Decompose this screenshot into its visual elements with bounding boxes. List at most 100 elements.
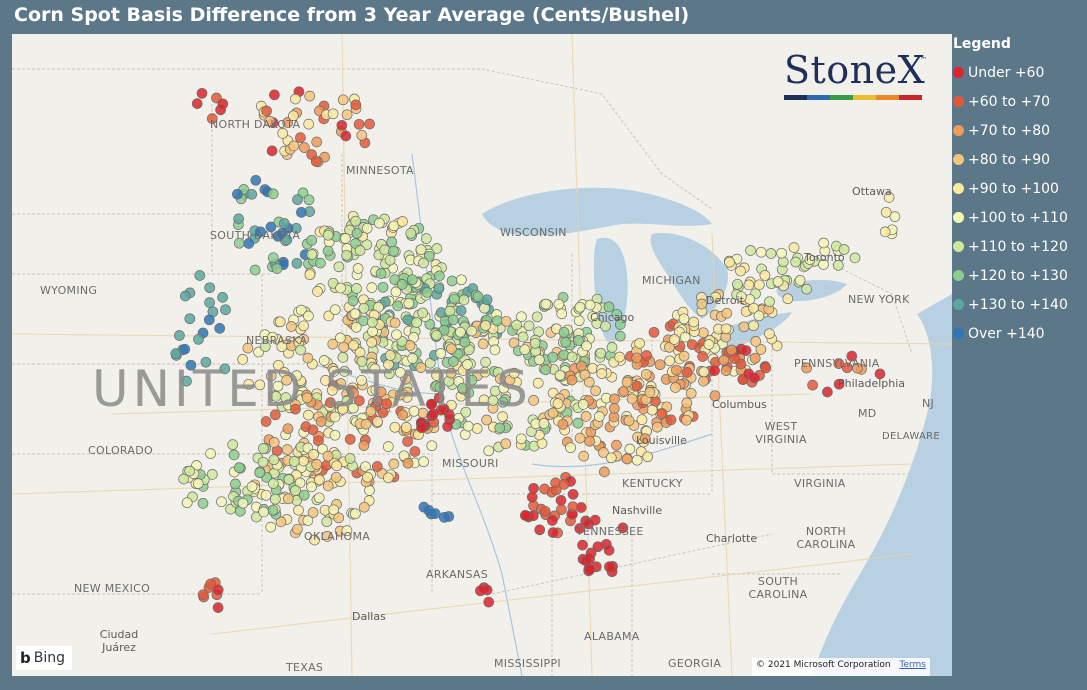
basis-point-marker[interactable] [204, 297, 215, 308]
basis-point-marker[interactable] [353, 395, 365, 407]
basis-point-marker[interactable] [288, 110, 299, 122]
basis-point-marker[interactable] [400, 422, 412, 433]
basis-point-marker[interactable] [709, 390, 721, 402]
basis-point-marker[interactable] [303, 194, 315, 206]
basis-point-marker[interactable] [381, 398, 392, 410]
basis-point-marker[interactable] [641, 350, 652, 361]
basis-point-marker[interactable] [258, 506, 269, 518]
basis-point-marker[interactable] [275, 516, 287, 528]
basis-point-marker[interactable] [282, 423, 294, 435]
basis-point-marker[interactable] [614, 330, 626, 342]
basis-point-marker[interactable] [349, 308, 361, 320]
basis-point-marker[interactable] [290, 93, 301, 105]
basis-point-marker[interactable] [678, 350, 690, 362]
basis-point-marker[interactable] [322, 450, 334, 462]
basis-point-marker[interactable] [603, 301, 615, 313]
basis-point-marker[interactable] [303, 118, 315, 130]
basis-point-marker[interactable] [408, 405, 420, 417]
basis-point-marker[interactable] [261, 105, 272, 117]
basis-point-marker[interactable] [838, 244, 850, 255]
basis-point-marker[interactable] [455, 305, 467, 316]
basis-point-marker[interactable] [621, 453, 633, 465]
basis-point-marker[interactable] [354, 245, 366, 256]
basis-point-marker[interactable] [500, 438, 512, 450]
basis-point-marker[interactable] [196, 87, 208, 99]
basis-point-marker[interactable] [540, 364, 551, 376]
terms-link[interactable]: Terms [899, 660, 926, 670]
basis-point-marker[interactable] [651, 421, 663, 433]
basis-point-marker[interactable] [313, 492, 325, 504]
basis-point-marker[interactable] [302, 352, 314, 364]
basis-point-marker[interactable] [456, 274, 467, 286]
basis-point-marker[interactable] [519, 510, 531, 521]
basis-point-marker[interactable] [497, 396, 509, 408]
basis-point-marker[interactable] [397, 409, 408, 421]
basis-point-marker[interactable] [340, 130, 352, 142]
basis-point-marker[interactable] [418, 456, 429, 468]
basis-point-marker[interactable] [480, 320, 491, 331]
basis-point-marker[interactable] [589, 514, 601, 526]
basis-point-marker[interactable] [753, 310, 765, 322]
basis-point-marker[interactable] [407, 353, 418, 364]
basis-point-marker[interactable] [581, 340, 592, 352]
basis-point-marker[interactable] [379, 244, 390, 256]
basis-point-marker[interactable] [624, 443, 636, 455]
basis-point-marker[interactable] [697, 351, 708, 362]
basis-point-marker[interactable] [477, 338, 489, 350]
basis-point-marker[interactable] [664, 355, 676, 367]
basis-point-marker[interactable] [282, 493, 294, 505]
basis-point-marker[interactable] [418, 257, 429, 269]
basis-point-marker[interactable] [639, 433, 651, 444]
basis-point-marker[interactable] [515, 433, 527, 445]
basis-point-marker[interactable] [736, 291, 747, 303]
basis-point-marker[interactable] [347, 295, 359, 307]
basis-point-marker[interactable] [782, 293, 794, 305]
basis-point-marker[interactable] [358, 440, 370, 451]
basis-point-marker[interactable] [431, 243, 443, 254]
basis-point-marker[interactable] [295, 344, 306, 356]
basis-point-marker[interactable] [344, 453, 356, 464]
basis-point-marker[interactable] [327, 338, 339, 350]
basis-point-marker[interactable] [480, 356, 491, 368]
basis-point-marker[interactable] [426, 440, 438, 452]
basis-point-marker[interactable] [567, 488, 579, 500]
basis-point-marker[interactable] [466, 374, 478, 386]
basis-point-marker[interactable] [534, 524, 546, 536]
basis-point-marker[interactable] [298, 489, 310, 501]
basis-point-marker[interactable] [388, 220, 400, 232]
basis-point-marker[interactable] [523, 320, 535, 332]
basis-point-marker[interactable] [631, 380, 643, 392]
basis-point-marker[interactable] [801, 362, 812, 374]
basis-point-marker[interactable] [665, 414, 677, 426]
basis-point-marker[interactable] [295, 132, 306, 143]
basis-point-marker[interactable] [315, 257, 326, 269]
basis-point-marker[interactable] [206, 113, 218, 124]
basis-point-marker[interactable] [302, 515, 314, 526]
basis-point-marker[interactable] [278, 218, 290, 229]
basis-point-marker[interactable] [356, 374, 367, 386]
basis-point-marker[interactable] [584, 553, 595, 565]
basis-point-marker[interactable] [267, 252, 279, 264]
basis-point-marker[interactable] [681, 367, 693, 378]
basis-point-marker[interactable] [335, 332, 346, 344]
basis-point-marker[interactable] [272, 230, 284, 242]
basis-point-marker[interactable] [458, 294, 470, 306]
basis-point-marker[interactable] [573, 335, 584, 346]
basis-point-marker[interactable] [608, 403, 620, 414]
basis-point-marker[interactable] [384, 350, 396, 361]
basis-point-marker[interactable] [720, 323, 732, 335]
basis-point-marker[interactable] [356, 129, 368, 141]
basis-point-marker[interactable] [197, 498, 209, 509]
basis-point-marker[interactable] [340, 233, 351, 244]
basis-point-marker[interactable] [565, 442, 576, 454]
basis-point-marker[interactable] [353, 118, 365, 130]
legend-item[interactable]: +70 to +80 [953, 116, 1068, 145]
basis-point-marker[interactable] [709, 365, 720, 376]
basis-point-marker[interactable] [516, 311, 527, 323]
basis-point-marker[interactable] [350, 508, 361, 520]
basis-point-marker[interactable] [197, 589, 209, 601]
basis-point-marker[interactable] [438, 324, 450, 336]
basis-point-marker[interactable] [320, 375, 331, 386]
basis-point-marker[interactable] [288, 456, 300, 467]
basis-point-marker[interactable] [179, 290, 191, 302]
